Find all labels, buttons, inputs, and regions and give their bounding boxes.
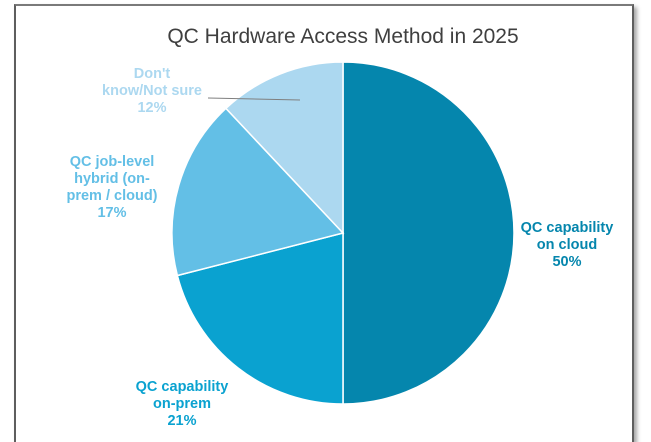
slice-not-sure-label: Don't know/Not sure 12% xyxy=(102,66,202,116)
slice-qc-cloud xyxy=(342,61,515,405)
slice-qc-cloud-label: QC capability on cloud 50% xyxy=(521,220,614,270)
slice-qc-hybrid xyxy=(171,107,345,277)
slice-qc-on-prem xyxy=(176,232,344,405)
leader-line xyxy=(207,97,301,101)
slice-qc-on-prem-label: QC capability on-prem 21% xyxy=(136,379,229,429)
slice-not-sure xyxy=(224,61,344,235)
slice-qc-hybrid-label: QC job-level hybrid (on-prem / cloud) 17% xyxy=(66,154,157,221)
chart-title: QC Hardware Access Method in 2025 xyxy=(167,25,518,48)
